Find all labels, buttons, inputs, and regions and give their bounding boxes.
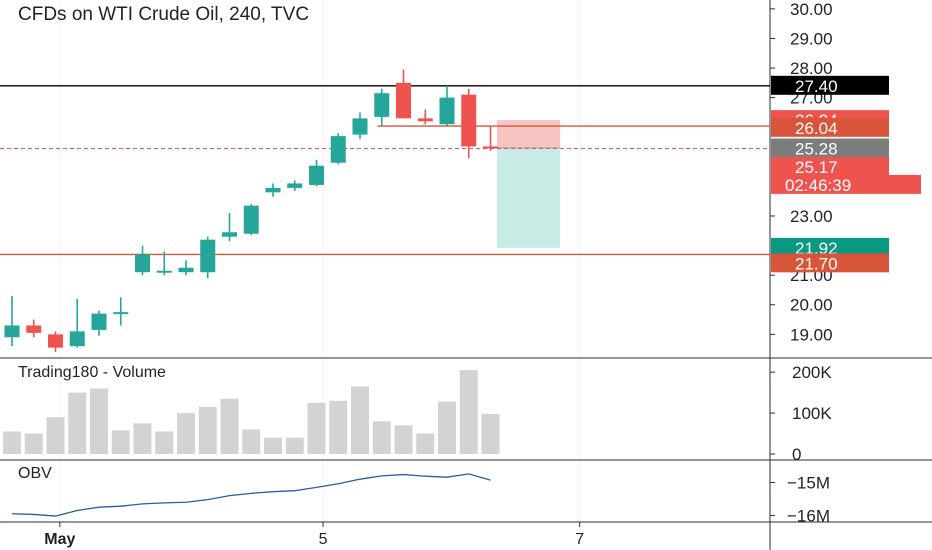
volume-bar bbox=[394, 425, 413, 454]
price-label-box bbox=[771, 117, 889, 137]
obv-line bbox=[11, 473, 491, 517]
price-tick-label: 19.00 bbox=[790, 325, 833, 344]
candle-body bbox=[178, 267, 194, 273]
candle-body bbox=[287, 183, 303, 188]
candle-body bbox=[26, 325, 42, 333]
candle-body bbox=[352, 118, 368, 135]
volume-tick-label: 100K bbox=[792, 404, 832, 423]
candle-body bbox=[483, 146, 498, 149]
volume-bar bbox=[285, 437, 304, 454]
price-label-text: 21.70 bbox=[795, 254, 838, 273]
price-tick-label: 20.00 bbox=[790, 296, 833, 315]
candle-body bbox=[417, 118, 433, 122]
price-label-box bbox=[771, 174, 921, 194]
candle-body bbox=[396, 82, 411, 119]
volume-bar bbox=[242, 429, 261, 454]
time-tick-label: 7 bbox=[575, 531, 584, 548]
volume-bar bbox=[220, 398, 239, 454]
volume-bar bbox=[177, 413, 195, 454]
volume-tick-label: 200K bbox=[792, 363, 832, 382]
volume-bar bbox=[68, 392, 87, 454]
volume-bar bbox=[24, 433, 43, 454]
volume-tick-label: 0 bbox=[792, 445, 801, 464]
price-label-box bbox=[771, 156, 889, 176]
volume-bar bbox=[459, 370, 478, 454]
time-tick-label: May bbox=[44, 531, 75, 548]
volume-bar bbox=[198, 406, 217, 454]
obv-tick-label: −15M bbox=[787, 473, 830, 492]
price-tick-label: 28.00 bbox=[790, 59, 833, 78]
price-tick-label: 30.00 bbox=[790, 0, 833, 19]
volume-bar bbox=[481, 413, 500, 454]
volume-bar bbox=[416, 433, 435, 454]
candle-body bbox=[243, 205, 259, 234]
candle-body bbox=[135, 254, 150, 273]
candle-body bbox=[4, 325, 20, 338]
volume-bar bbox=[111, 430, 130, 454]
volume-pane-label: Trading180 - Volume bbox=[18, 364, 166, 381]
price-label-text: 21.92 bbox=[795, 239, 838, 258]
candle-body bbox=[461, 94, 477, 147]
candle-body bbox=[48, 334, 63, 348]
chart-title: CFDs on WTI Crude Oil, 240, TVC bbox=[18, 4, 310, 25]
candle-body bbox=[113, 312, 129, 315]
price-label-text: 25.28 bbox=[795, 140, 838, 159]
price-label-box bbox=[771, 253, 889, 273]
candle-body bbox=[200, 239, 216, 273]
position-stop-zone bbox=[497, 120, 561, 148]
volume-bar bbox=[46, 417, 65, 454]
volume-bar bbox=[351, 386, 369, 454]
candle-body bbox=[222, 232, 237, 237]
obv-tick-label: −16M bbox=[787, 506, 830, 525]
price-label-text: 27.40 bbox=[795, 77, 838, 96]
price-label-text: 02:46:39 bbox=[785, 176, 851, 195]
volume-bar bbox=[155, 431, 174, 454]
price-label-box bbox=[771, 138, 889, 158]
candle-body bbox=[265, 187, 281, 193]
volume-bar bbox=[329, 400, 348, 454]
volume-bar bbox=[307, 402, 326, 454]
time-tick-label: 5 bbox=[319, 531, 328, 548]
candle-body bbox=[91, 313, 107, 330]
candle-body bbox=[374, 93, 390, 117]
candle-body bbox=[330, 136, 346, 163]
volume-bar bbox=[90, 388, 108, 454]
volume-bar bbox=[133, 423, 152, 454]
volume-bar bbox=[438, 401, 456, 454]
position-target-zone bbox=[497, 147, 561, 248]
candle-body bbox=[69, 331, 85, 347]
price-tick-label: 29.00 bbox=[790, 29, 833, 48]
price-label-box bbox=[771, 237, 889, 257]
price-tick-label: 23.00 bbox=[790, 207, 833, 226]
candle-body bbox=[156, 270, 172, 273]
volume-bar bbox=[264, 437, 282, 454]
price-label-text: 25.17 bbox=[795, 158, 838, 177]
price-label-box bbox=[771, 75, 889, 95]
candle-body bbox=[309, 165, 324, 185]
obv-pane-label: OBV bbox=[18, 465, 52, 482]
price-label-text: 26.04 bbox=[795, 119, 838, 138]
volume-bar bbox=[3, 431, 21, 454]
volume-bar bbox=[372, 421, 391, 454]
candle-body bbox=[439, 97, 455, 125]
